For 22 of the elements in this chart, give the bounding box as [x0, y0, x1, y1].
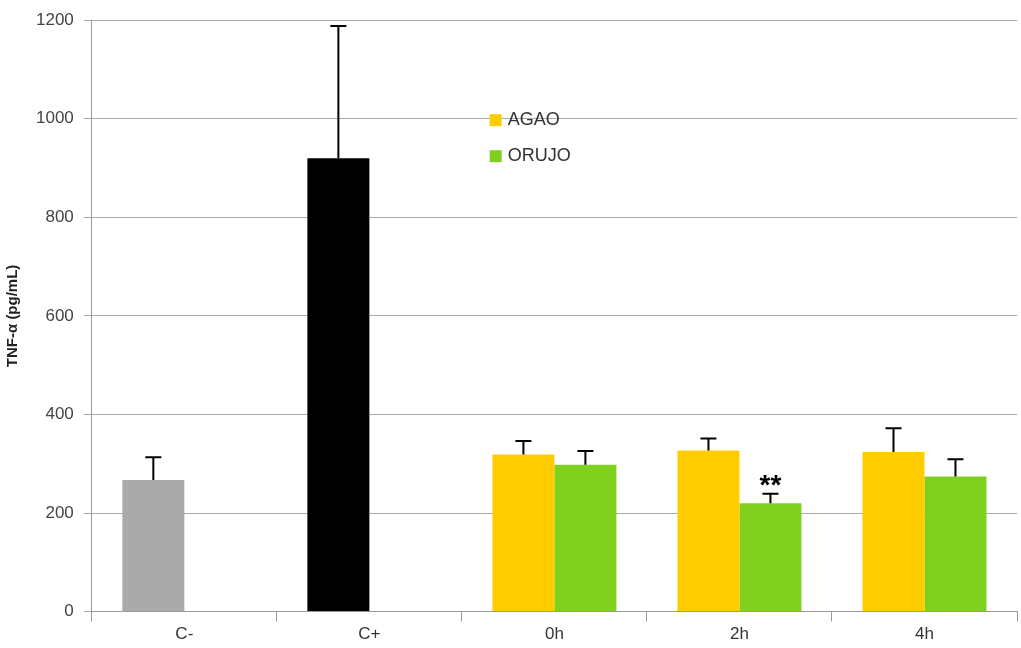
legend-label: AGAO	[507, 109, 560, 130]
x-tick-label: 0h	[544, 624, 564, 644]
y-tick-label: 600	[45, 305, 74, 325]
x-tick-label: C-	[175, 624, 194, 644]
y-tick-label: 0	[64, 601, 74, 621]
y-tick-label: 200	[45, 502, 74, 522]
bar	[862, 451, 925, 612]
bar	[924, 476, 987, 612]
x-tick-label: C+	[358, 624, 381, 644]
y-tick-label: 800	[45, 207, 74, 227]
y-axis-title: TNF-α (pg/mL)	[3, 264, 21, 368]
x-tick-label: 2h	[729, 624, 749, 644]
x-tick-label: 4h	[915, 624, 934, 644]
y-tick-label: 1000	[35, 108, 74, 128]
y-tick-label: 400	[45, 404, 74, 424]
annotation: **	[759, 468, 782, 500]
bar	[492, 454, 555, 612]
y-tick-label: 1200	[35, 9, 74, 29]
bar	[554, 464, 617, 612]
bar	[739, 503, 802, 612]
bar	[677, 450, 740, 612]
legend-label: ORUJO	[507, 145, 571, 166]
